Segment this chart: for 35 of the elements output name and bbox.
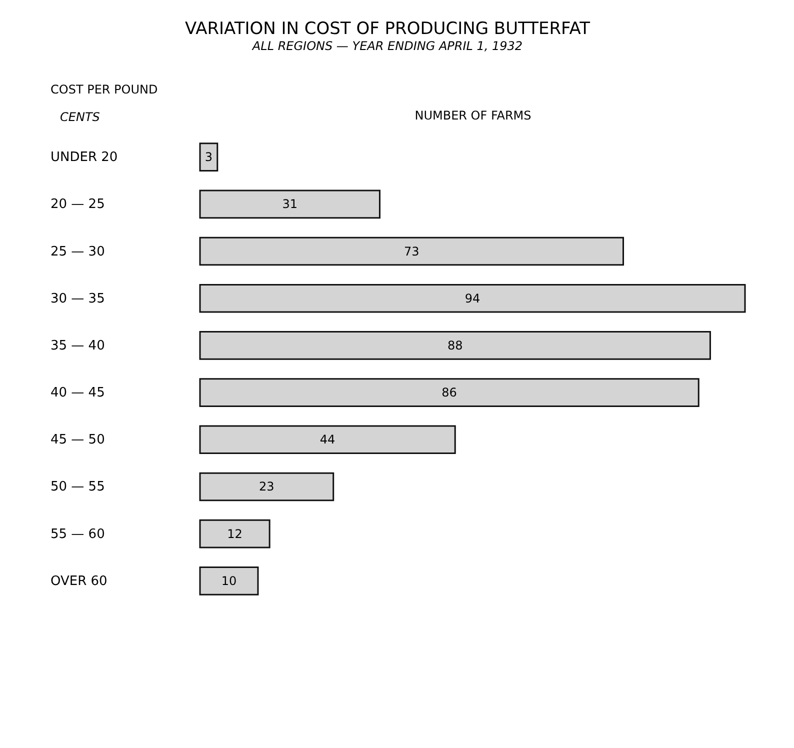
y-tick-label: UNDER 20 bbox=[50, 150, 118, 166]
y-tick-label: 45 — 50 bbox=[50, 432, 105, 448]
y-tick-label: 40 — 45 bbox=[50, 386, 105, 401]
bar bbox=[199, 566, 259, 596]
y-tick-label: 25 — 30 bbox=[50, 244, 105, 260]
data-label: 94 bbox=[464, 291, 480, 306]
y-tick-label: 20 — 25 bbox=[50, 197, 105, 212]
data-label: 12 bbox=[227, 526, 242, 541]
bar bbox=[199, 472, 334, 502]
bar bbox=[199, 425, 456, 454]
bar bbox=[199, 378, 700, 407]
data-label: 86 bbox=[442, 386, 457, 400]
y-tick-label: 35 — 40 bbox=[50, 338, 105, 354]
y-tick-label: OVER 60 bbox=[50, 574, 108, 589]
chart-title: VARIATION IN COST OF PRODUCING BUTTERFAT bbox=[185, 19, 591, 39]
chart-subtitle: ALL REGIONS — YEAR ENDING APRIL 1, 1932 bbox=[251, 39, 523, 53]
data-label: 31 bbox=[282, 197, 298, 212]
bar bbox=[199, 519, 270, 548]
bar bbox=[199, 190, 380, 219]
y-tick-label: 55 — 60 bbox=[50, 526, 105, 542]
data-label: 73 bbox=[404, 244, 420, 258]
data-label: 44 bbox=[320, 432, 336, 447]
bar bbox=[199, 142, 218, 172]
text: CENTS bbox=[60, 110, 100, 124]
y-tick-label: 30 — 35 bbox=[50, 291, 105, 306]
y-tick-label: 50 — 55 bbox=[50, 480, 105, 495]
data-label: 88 bbox=[447, 338, 463, 352]
y-axis-title: COST PER POUND bbox=[50, 82, 158, 96]
x-axis-title: NUMBER OF FARMS bbox=[414, 108, 532, 122]
bar bbox=[199, 331, 711, 360]
data-label: 10 bbox=[221, 574, 237, 588]
bar bbox=[199, 284, 746, 313]
data-label: 23 bbox=[259, 480, 274, 494]
data-label: 3 bbox=[204, 150, 213, 164]
bar bbox=[199, 236, 624, 266]
